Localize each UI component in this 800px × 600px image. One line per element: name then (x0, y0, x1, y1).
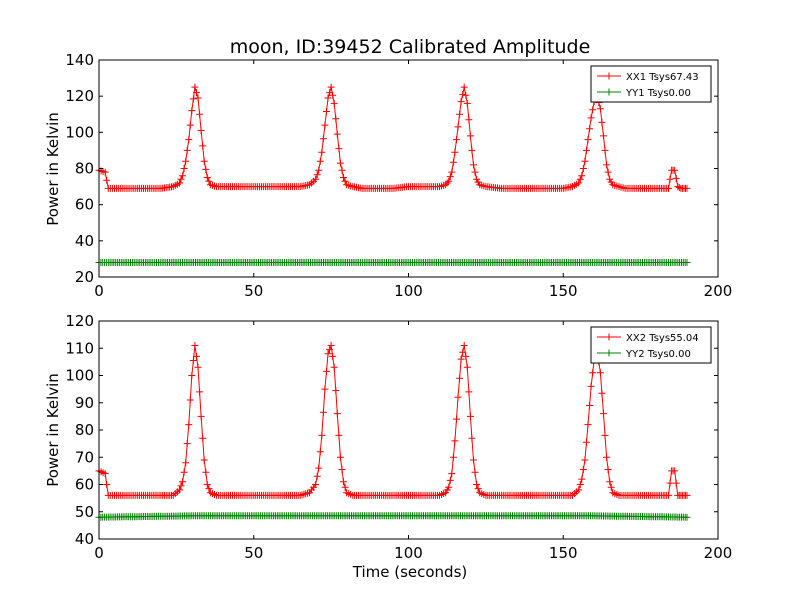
y-tick-label: 80 (75, 421, 94, 439)
y-tick-label: 70 (75, 448, 94, 466)
x-axis-label: Time (seconds) (352, 563, 468, 581)
y-tick-label: 80 (75, 160, 94, 178)
legend-label: YY2 Tsys0.00 (625, 349, 691, 360)
series-markers-2 (95, 259, 691, 266)
x-tick-label: 0 (94, 544, 104, 562)
x-tick-label: 100 (394, 282, 423, 300)
x-tick-label: 0 (94, 282, 104, 300)
bottom-panel: 0 50 100 150 200 40 50 60 70 80 90 100 110 120 XX2 Ts… (44, 312, 732, 581)
y-tick-label: 40 (75, 530, 94, 548)
data-point-markers (95, 512, 691, 521)
y-tick-label: 110 (65, 339, 94, 357)
x-tick-label: 50 (244, 282, 263, 300)
legend-label: XX1 Tsys67.43 (626, 72, 699, 83)
legend-marker (605, 349, 613, 357)
x-tick-label: 50 (244, 544, 263, 562)
bottom-plot-area: 0 50 100 150 200 40 50 60 70 80 90 100 110 120 (65, 312, 732, 562)
y-tick-label: 120 (65, 87, 94, 105)
y-tick-label: 50 (75, 503, 94, 521)
x-tick-label: 100 (394, 544, 423, 562)
chart-title: moon, ID:39452 Calibrated Amplitude (230, 36, 591, 58)
series-markers-1 (95, 342, 691, 499)
series-markers-2 (95, 512, 691, 521)
top-panel: moon, ID:39452 Calibrated Amplitude 0 50 1… (44, 36, 732, 300)
legend-marker (605, 333, 613, 341)
legend-label: XX2 Tsys55.04 (626, 333, 699, 344)
legend-marker (605, 88, 613, 96)
y-tick-label: 100 (65, 367, 94, 385)
legend-label: YY1 Tsys0.00 (625, 88, 691, 99)
bottom-legend: XX2 Tsys55.04 YY2 Tsys0.00 (590, 326, 712, 364)
top-legend: XX1 Tsys67.43 YY1 Tsys0.00 (590, 65, 712, 103)
x-tick-label: 150 (549, 282, 578, 300)
legend-box (590, 326, 712, 364)
top-y-axis-label: Power in Kelvin (44, 112, 62, 226)
bottom-y-axis-label: Power in Kelvin (44, 373, 62, 487)
y-tick-label: 40 (75, 232, 94, 250)
y-tick-label: 120 (65, 312, 94, 330)
y-tick-label: 20 (75, 268, 94, 286)
y-tick-label: 60 (75, 476, 94, 494)
legend-marker (605, 72, 613, 80)
y-tick-label: 140 (65, 51, 94, 69)
y-tick-label: 60 (75, 196, 94, 214)
data-point-markers (95, 342, 691, 499)
top-plot-area: 0 50 100 150 200 20 40 60 80 100 120 140 (65, 51, 732, 300)
x-tick-label: 200 (704, 282, 733, 300)
y-tick-label: 100 (65, 123, 94, 141)
y-tick-label: 90 (75, 394, 94, 412)
legend-box (590, 65, 712, 103)
x-tick-label: 200 (704, 544, 733, 562)
series-line-1 (98, 345, 687, 496)
x-tick-label: 150 (549, 544, 578, 562)
data-point-markers (95, 259, 691, 266)
